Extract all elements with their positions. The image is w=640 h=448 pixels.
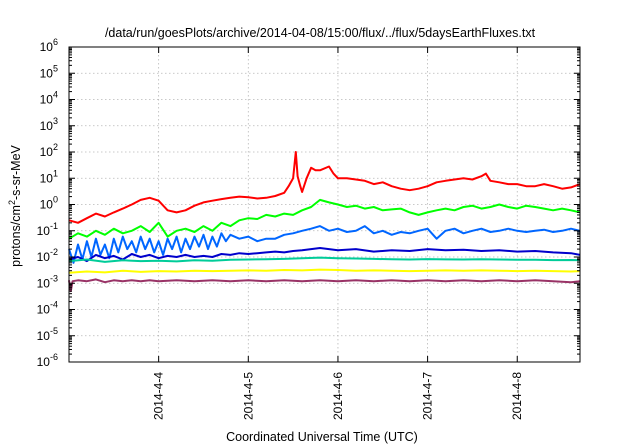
y-tick-labels: 10610510410310210110010-110-210-310-410-…	[37, 37, 58, 369]
y-tick-label-exponent: -1	[50, 221, 58, 231]
y-tick-label-exponent: -3	[50, 273, 58, 283]
x-tick-label: 2014-4-6	[331, 372, 345, 420]
y-tick-label-base: 10	[40, 171, 54, 185]
y-tick-label-exponent: 2	[53, 142, 58, 152]
y-tick-label-base: 10	[40, 119, 54, 133]
x-tick-label: 2014-4-4	[152, 372, 166, 420]
y-tick-label: 10-4	[37, 300, 58, 317]
y-tick-label-base: 10	[37, 276, 51, 290]
series-line-3	[68, 225, 581, 264]
y-tick-label-base: 10	[37, 250, 51, 264]
series-line-2	[68, 198, 581, 240]
y-tick-label: 101	[40, 168, 58, 185]
series-line-5	[68, 256, 581, 263]
y-tick-label: 102	[40, 142, 58, 159]
grid-lines	[69, 47, 580, 362]
y-tick-label: 10-2	[37, 247, 58, 264]
y-tick-label-exponent: 5	[53, 63, 58, 73]
y-tick-label: 103	[40, 116, 58, 133]
data-series	[68, 151, 581, 293]
y-tick-label-base: 10	[37, 355, 51, 369]
y-tick-label-exponent: 4	[53, 90, 58, 100]
y-tick-label: 104	[40, 90, 58, 107]
series-line-7	[68, 278, 581, 293]
y-tick-label-base: 10	[40, 40, 54, 54]
y-tick-label: 10-3	[37, 273, 58, 290]
y-tick-label-base: 10	[40, 66, 54, 80]
y-axis-label-rest: -s-sr-MeV	[9, 144, 23, 200]
y-tick-label-exponent: 3	[53, 116, 58, 126]
y-axis-label-sup: 2	[7, 200, 17, 205]
y-axis-label-base: protons/cm	[9, 205, 23, 267]
y-tick-label-exponent: -2	[50, 247, 58, 257]
chart-title: /data/run/goesPlots/archive/2014-04-08/1…	[105, 26, 536, 40]
x-tick-labels: 2014-4-4 2014-4-5 2014-4-6 2014-4-7 2014-4-8	[152, 372, 525, 420]
x-tick-label: 2014-4-7	[421, 372, 435, 420]
y-tick-label: 10-1	[37, 221, 58, 238]
y-tick-label-exponent: -5	[50, 326, 58, 336]
y-tick-label-base: 10	[40, 145, 54, 159]
y-tick-label-exponent: -6	[50, 352, 58, 362]
series-line-4	[68, 247, 581, 263]
y-tick-label-base: 10	[37, 303, 51, 317]
y-tick-label: 10-5	[37, 326, 58, 343]
y-axis-label: protons/cm2-s-sr-MeV	[7, 144, 23, 266]
x-axis-label: Coordinated Universal Time (UTC)	[226, 430, 418, 444]
y-tick-label-exponent: 1	[53, 168, 58, 178]
x-tick-label: 2014-4-8	[510, 372, 524, 420]
y-tick-label-base: 10	[37, 329, 51, 343]
series-line-1	[68, 151, 581, 224]
y-tick-label-exponent: 6	[53, 37, 58, 47]
y-tick-label-base: 10	[37, 224, 51, 238]
x-tick-label: 2014-4-5	[241, 372, 255, 420]
y-tick-label: 105	[40, 63, 58, 80]
y-tick-label: 106	[40, 37, 58, 54]
y-tick-label-base: 10	[40, 198, 54, 212]
axis-ticks	[69, 46, 580, 363]
y-tick-label: 100	[40, 195, 58, 212]
series-line-6	[68, 268, 581, 274]
y-tick-label-exponent: -4	[50, 300, 58, 310]
y-tick-label: 10-6	[37, 352, 58, 369]
y-tick-label-exponent: 0	[53, 195, 58, 205]
y-tick-label-base: 10	[40, 93, 54, 107]
